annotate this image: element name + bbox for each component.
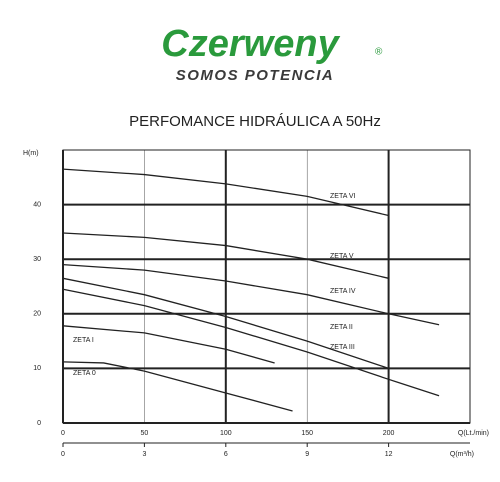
curve-label: ZETA V — [330, 253, 354, 260]
x2-tick-label: 0 — [61, 451, 65, 458]
chart-title: PERFOMANCE HIDRÁULICA A 50Hz — [129, 113, 381, 130]
x2-tick-label: 6 — [224, 451, 228, 458]
y-tick-label: 20 — [33, 311, 41, 318]
y-tick-label: 30 — [33, 256, 41, 263]
curve-label: ZETA 0 — [73, 370, 96, 377]
x2-tick-label: 12 — [385, 451, 393, 458]
curve-label: ZETA IV — [330, 288, 356, 295]
x2-tick-label: 3 — [142, 451, 146, 458]
x-tick-label: 150 — [301, 430, 313, 437]
pump-curve — [62, 232, 389, 279]
curve-label: ZETA VI — [330, 193, 356, 200]
registered-mark: ® — [375, 47, 383, 58]
curve-label: ZETA III — [330, 344, 355, 351]
y-tick-label: 10 — [33, 365, 41, 372]
x-axis-label: Q(Lt./min) — [458, 430, 489, 437]
x-tick-label: 200 — [383, 430, 395, 437]
x-tick-label: 50 — [141, 430, 149, 437]
x-tick-label: 0 — [61, 430, 65, 437]
x2-axis-label: Q(m³/h) — [450, 451, 474, 458]
pump-curve — [62, 264, 440, 326]
curve-label: ZETA II — [330, 324, 353, 331]
plot-frame — [62, 149, 471, 424]
pump-curve — [62, 277, 389, 370]
y-tick-label: 0 — [37, 420, 41, 427]
y-tick-label: 40 — [33, 201, 41, 208]
pump-curve — [62, 361, 293, 412]
tagline: SOMOS POTENCIA — [176, 67, 335, 84]
curve-label: ZETA I — [73, 337, 94, 344]
y-axis-label: H(m) — [23, 150, 39, 157]
pump-curve — [62, 325, 275, 364]
brand-logo: Czerweny — [161, 23, 340, 65]
pump-curve — [62, 168, 389, 217]
x2-tick-label: 9 — [305, 451, 309, 458]
pump-curve — [62, 288, 440, 397]
x-tick-label: 100 — [220, 430, 232, 437]
